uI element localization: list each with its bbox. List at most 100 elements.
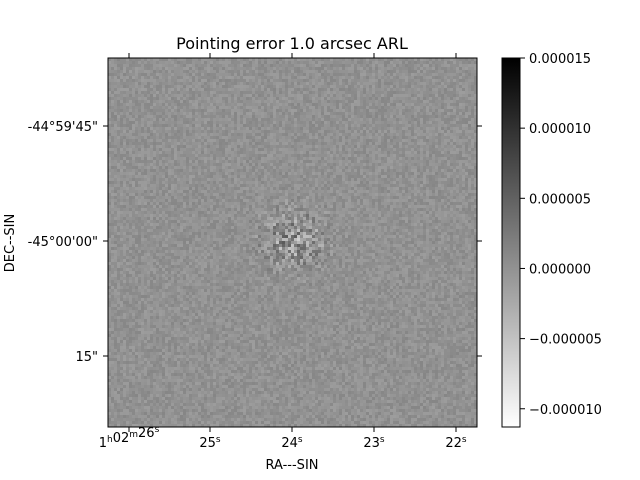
noise-pixel [336,172,339,175]
noise-pixel [360,100,363,103]
noise-pixel [447,163,450,166]
noise-pixel [342,169,345,172]
noise-pixel [381,109,384,112]
noise-pixel [453,64,456,67]
noise-pixel [162,103,165,106]
noise-pixel [123,100,126,103]
noise-pixel [108,163,111,166]
noise-pixel [432,148,435,151]
noise-pixel [198,61,201,64]
noise-pixel [285,70,288,73]
noise-pixel [330,91,333,94]
noise-pixel [342,91,345,94]
noise-pixel [465,70,468,73]
noise-pixel [159,139,162,142]
noise-pixel [279,154,282,157]
noise-pixel [321,70,324,73]
noise-pixel [249,121,252,124]
noise-pixel [330,115,333,118]
noise-pixel [366,100,369,103]
noise-pixel [267,166,270,169]
noise-pixel [204,85,207,88]
noise-pixel [435,58,438,61]
noise-pixel [243,61,246,64]
noise-pixel [393,109,396,112]
noise-pixel [189,112,192,115]
noise-pixel [219,166,222,169]
noise-pixel [351,130,354,133]
noise-pixel [366,151,369,154]
noise-pixel [108,121,111,124]
noise-pixel [246,61,249,64]
noise-pixel [399,139,402,142]
noise-pixel [360,109,363,112]
noise-pixel [369,94,372,97]
noise-pixel [264,67,267,70]
noise-pixel [384,157,387,160]
noise-pixel [324,118,327,121]
noise-pixel [393,61,396,64]
noise-pixel [174,163,177,166]
noise-pixel [282,70,285,73]
noise-pixel [222,103,225,106]
noise-pixel [369,130,372,133]
noise-pixel [294,118,297,121]
noise-pixel [303,97,306,100]
noise-pixel [183,91,186,94]
noise-pixel [204,145,207,148]
noise-pixel [438,172,441,175]
noise-pixel [207,58,210,61]
noise-pixel [474,142,477,145]
noise-pixel [354,154,357,157]
noise-pixel [405,91,408,94]
noise-pixel [369,103,372,106]
noise-pixel [270,115,273,118]
noise-pixel [318,169,321,172]
noise-pixel [468,172,471,175]
noise-pixel [288,70,291,73]
noise-pixel [279,127,282,130]
noise-pixel [180,136,183,139]
noise-pixel [324,97,327,100]
noise-pixel [429,166,432,169]
noise-pixel [195,73,198,76]
noise-pixel [120,160,123,163]
noise-pixel [450,106,453,109]
noise-pixel [468,88,471,91]
noise-pixel [420,61,423,64]
noise-pixel [120,178,123,181]
noise-pixel [393,169,396,172]
noise-pixel [126,70,129,73]
noise-pixel [267,67,270,70]
noise-pixel [441,82,444,85]
noise-pixel [414,64,417,67]
noise-pixel [294,61,297,64]
noise-pixel [282,67,285,70]
noise-pixel [240,79,243,82]
noise-pixel [189,163,192,166]
noise-pixel [405,127,408,130]
noise-pixel [186,115,189,118]
noise-pixel [165,64,168,67]
noise-pixel [360,151,363,154]
noise-pixel [306,157,309,160]
noise-pixel [312,100,315,103]
noise-pixel [213,118,216,121]
noise-pixel [372,70,375,73]
noise-pixel [252,130,255,133]
noise-pixel [342,160,345,163]
noise-pixel [354,166,357,169]
noise-pixel [297,109,300,112]
noise-pixel [174,100,177,103]
noise-pixel [216,82,219,85]
noise-pixel [327,112,330,115]
noise-pixel [231,76,234,79]
noise-pixel [276,94,279,97]
noise-pixel [378,112,381,115]
noise-pixel [351,127,354,130]
noise-pixel [438,139,441,142]
noise-pixel [159,82,162,85]
noise-pixel [255,133,258,136]
noise-pixel [300,121,303,124]
noise-pixel [150,172,153,175]
